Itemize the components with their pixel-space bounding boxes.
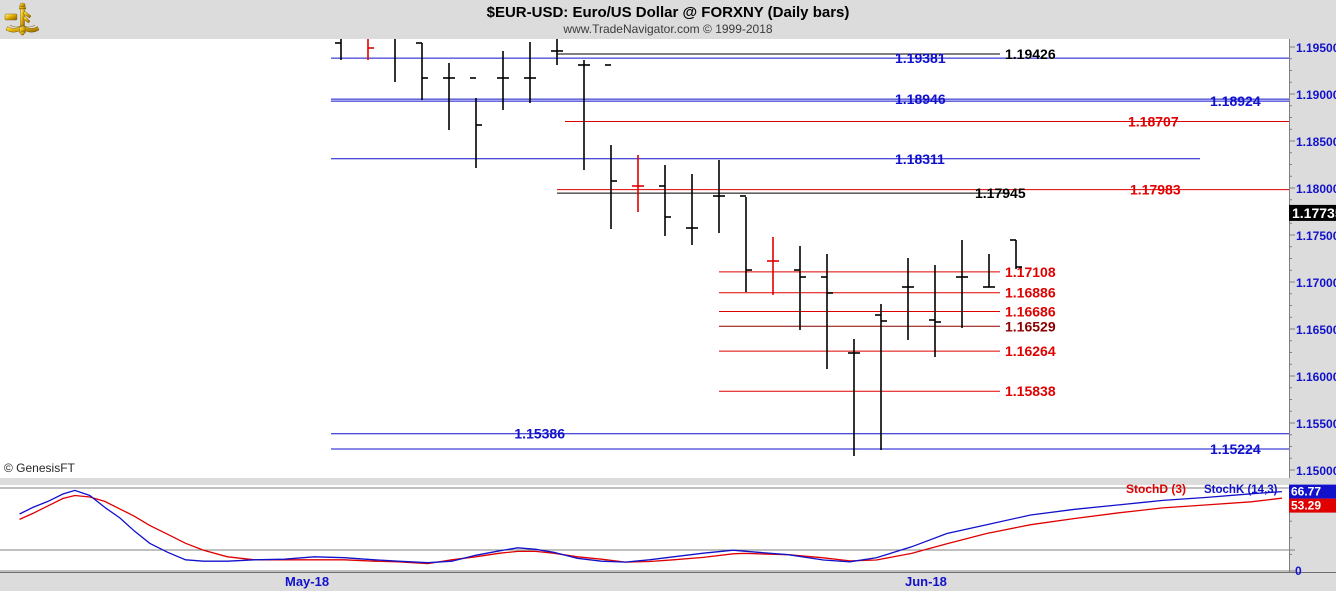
svg-text:1.16000: 1.16000 xyxy=(1296,370,1336,384)
svg-text:1.16264: 1.16264 xyxy=(1005,343,1056,359)
svg-text:1.15000: 1.15000 xyxy=(1296,464,1336,478)
svg-text:1.17945: 1.17945 xyxy=(975,185,1026,201)
svg-text:1.17983: 1.17983 xyxy=(1130,182,1181,198)
svg-text:66.77: 66.77 xyxy=(1291,485,1321,499)
svg-text:1.18924: 1.18924 xyxy=(1210,93,1261,109)
svg-text:53.29: 53.29 xyxy=(1291,499,1321,513)
svg-text:1.18500: 1.18500 xyxy=(1296,135,1336,149)
svg-text:1.19426: 1.19426 xyxy=(1005,46,1056,62)
svg-text:1.19500: 1.19500 xyxy=(1296,41,1336,55)
svg-text:1.19381: 1.19381 xyxy=(895,50,946,66)
svg-text:1.19000: 1.19000 xyxy=(1296,88,1336,102)
svg-text:1.18707: 1.18707 xyxy=(1128,114,1179,130)
svg-text:1.15386: 1.15386 xyxy=(514,426,565,442)
svg-text:1.16500: 1.16500 xyxy=(1296,323,1336,337)
svg-text:Jun-18: Jun-18 xyxy=(905,574,947,589)
svg-text:© GenesisFT: © GenesisFT xyxy=(4,461,76,475)
svg-text:StochK (14,3): StochK (14,3) xyxy=(1204,484,1278,496)
svg-text:1.18311: 1.18311 xyxy=(895,151,945,167)
svg-text:1.15838: 1.15838 xyxy=(1005,383,1056,399)
svg-text:1.15224: 1.15224 xyxy=(1210,441,1261,457)
svg-text:1.16686: 1.16686 xyxy=(1005,304,1056,320)
svg-text:1.17500: 1.17500 xyxy=(1296,229,1336,243)
svg-text:1.16886: 1.16886 xyxy=(1005,285,1056,301)
svg-text:1.17000: 1.17000 xyxy=(1296,276,1336,290)
svg-text:1.17108: 1.17108 xyxy=(1005,264,1056,280)
svg-text:May-18: May-18 xyxy=(285,574,329,589)
svg-text:StochD (3): StochD (3) xyxy=(1126,482,1186,496)
svg-text:1.17735: 1.17735 xyxy=(1292,205,1336,221)
svg-text:1.18946: 1.18946 xyxy=(895,91,946,107)
svg-text:0: 0 xyxy=(1295,564,1302,578)
svg-text:1.18000: 1.18000 xyxy=(1296,182,1336,196)
svg-text:1.16529: 1.16529 xyxy=(1005,318,1056,334)
svg-text:1.15500: 1.15500 xyxy=(1296,417,1336,431)
